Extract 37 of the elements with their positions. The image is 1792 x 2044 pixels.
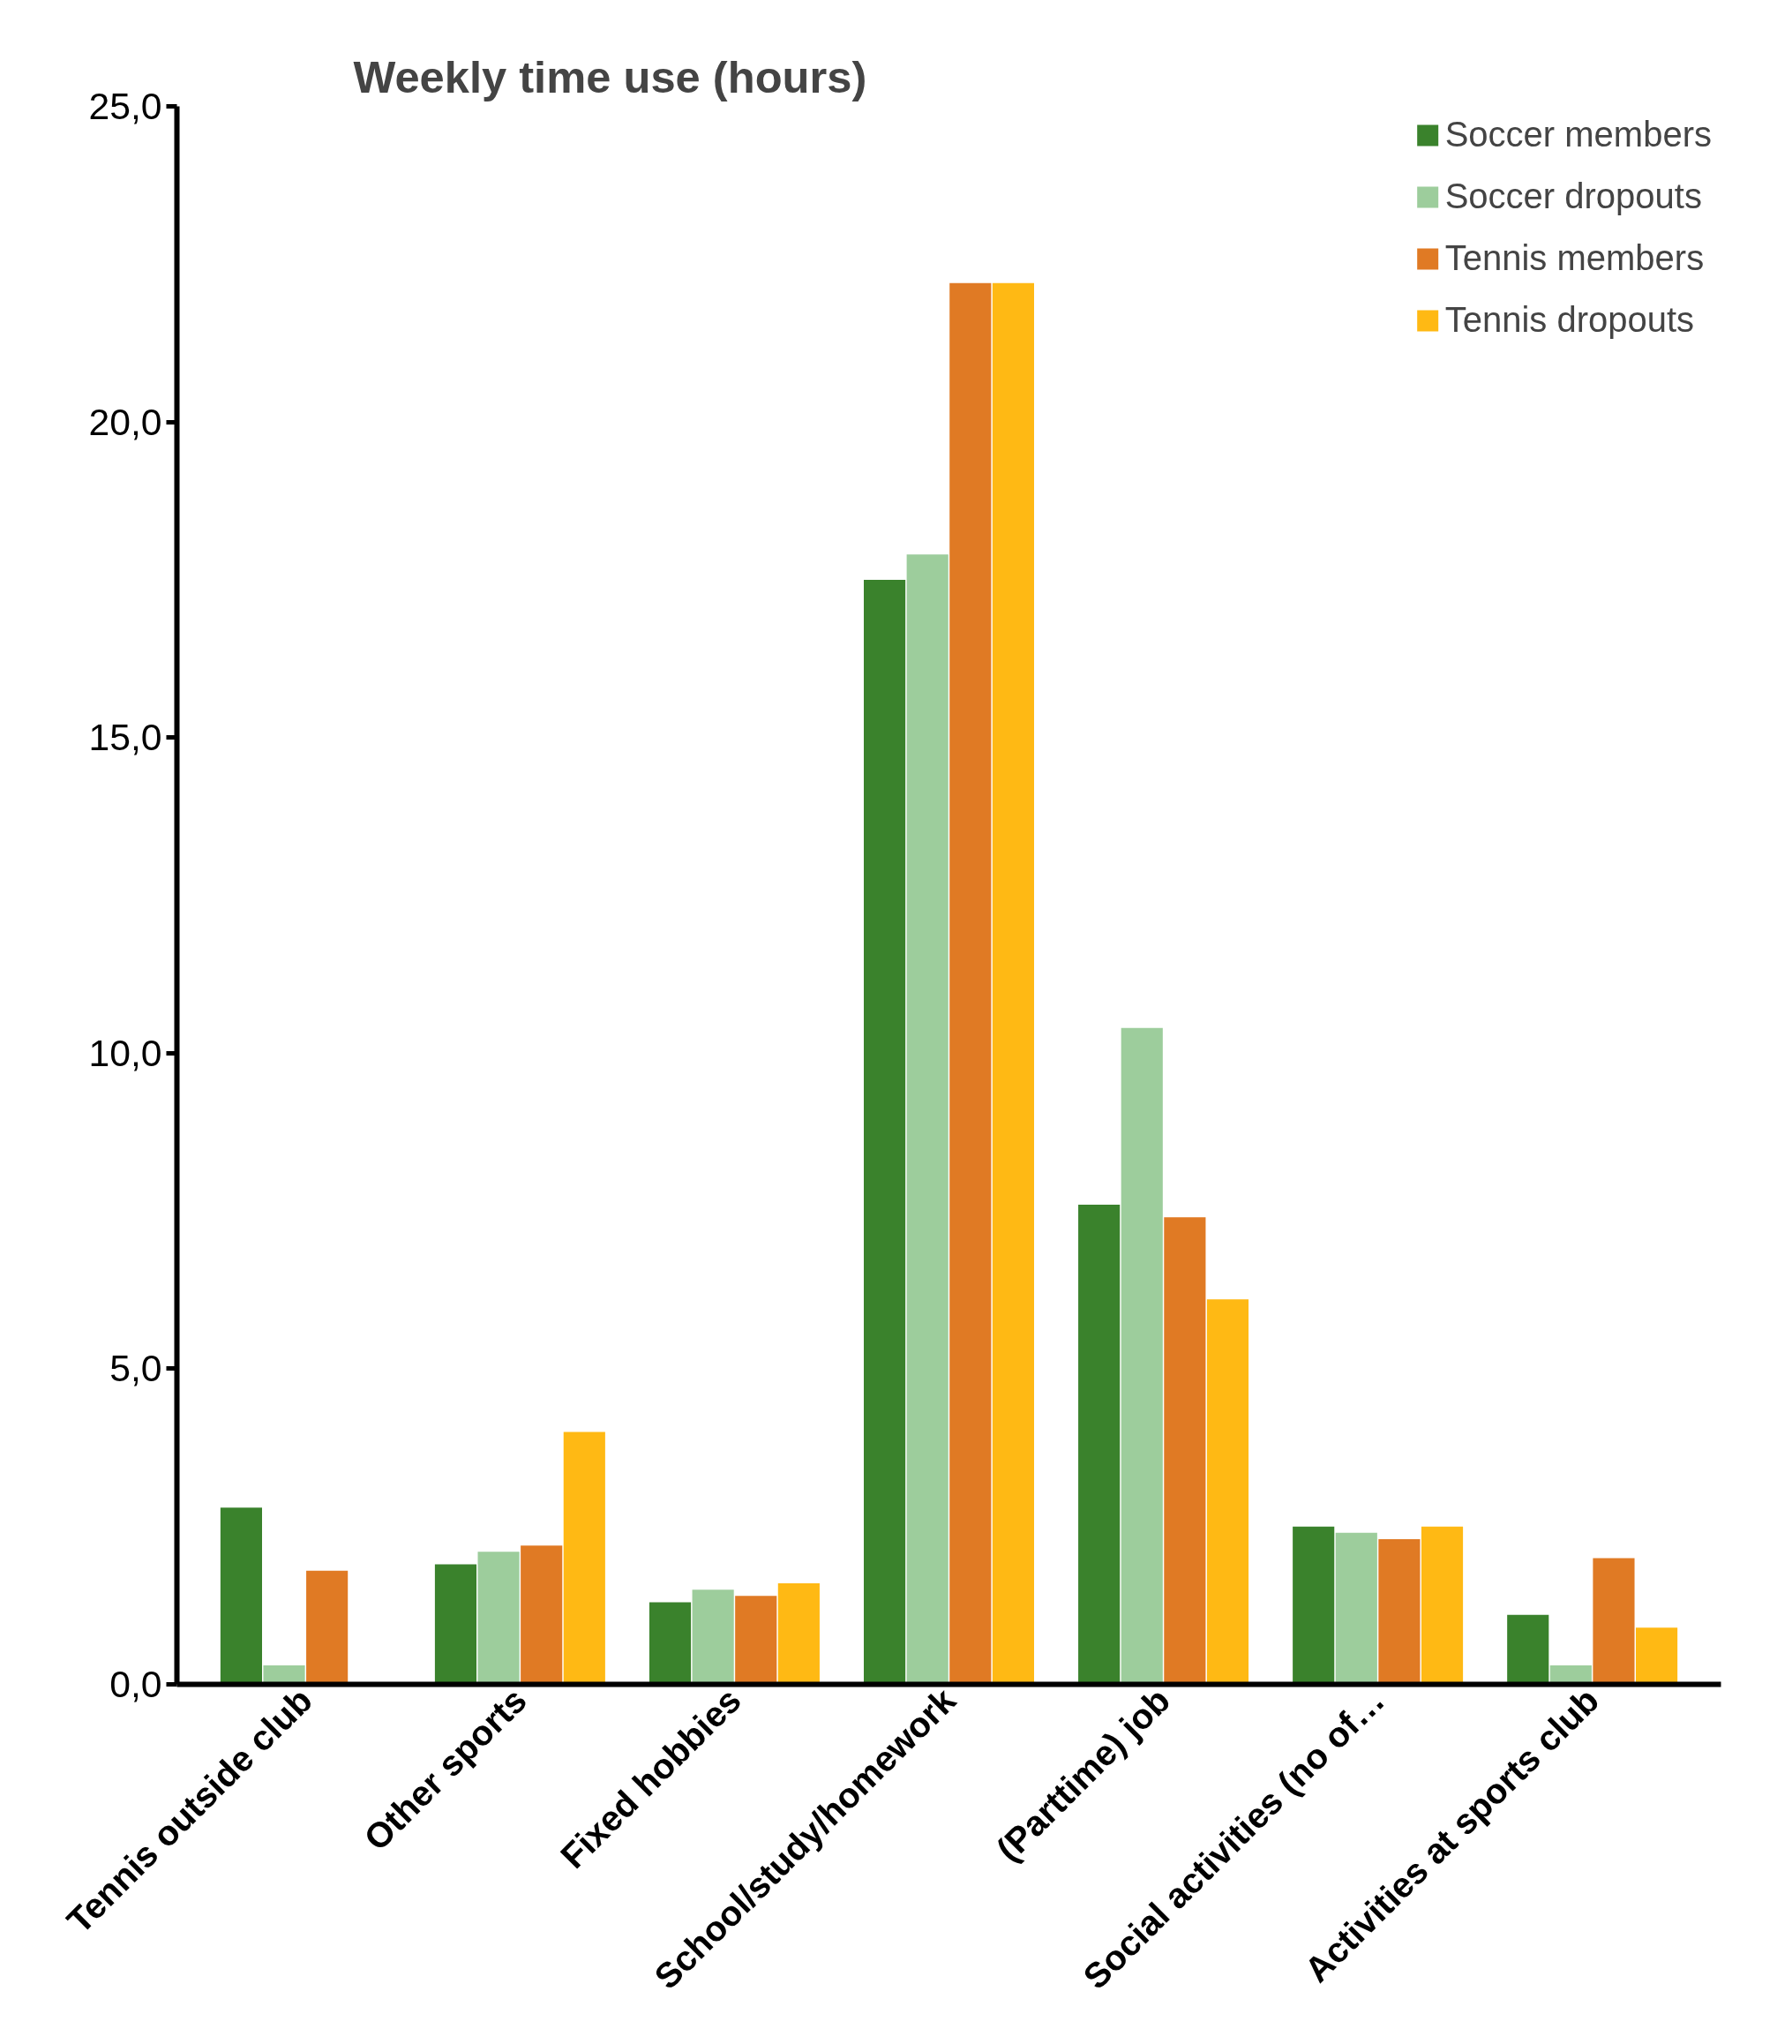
bar bbox=[949, 282, 992, 1685]
bar bbox=[263, 1665, 305, 1685]
y-tick-label: 5,0 bbox=[109, 1347, 162, 1390]
bar bbox=[1593, 1558, 1635, 1685]
bar bbox=[1421, 1526, 1464, 1685]
y-tick-label: 10,0 bbox=[88, 1031, 162, 1074]
legend-label: Tennis dropouts bbox=[1444, 300, 1695, 340]
legend-label: Tennis members bbox=[1444, 238, 1705, 278]
legend-label: Soccer members bbox=[1444, 115, 1712, 154]
bar bbox=[1507, 1614, 1549, 1685]
bar bbox=[1335, 1532, 1377, 1685]
bar bbox=[1164, 1217, 1206, 1685]
y-tick-label: 25,0 bbox=[88, 85, 162, 127]
bar bbox=[864, 579, 906, 1685]
y-tick-label: 20,0 bbox=[88, 400, 162, 443]
bar bbox=[992, 282, 1034, 1685]
bar bbox=[1121, 1027, 1163, 1685]
y-tick-label: 15,0 bbox=[88, 716, 162, 759]
bar bbox=[649, 1602, 692, 1685]
bar bbox=[563, 1432, 605, 1685]
chart-title: Weekly time use (hours) bbox=[353, 51, 867, 102]
bar bbox=[1078, 1204, 1121, 1685]
legend-label: Soccer dropouts bbox=[1444, 177, 1702, 216]
bar bbox=[477, 1552, 520, 1685]
bar bbox=[777, 1583, 820, 1685]
bar bbox=[521, 1545, 563, 1685]
bar bbox=[306, 1570, 349, 1685]
y-tick-label: 0,0 bbox=[109, 1663, 162, 1705]
bar bbox=[220, 1507, 262, 1685]
bar bbox=[692, 1589, 734, 1685]
bar bbox=[1378, 1539, 1421, 1685]
bar bbox=[434, 1564, 477, 1685]
bar bbox=[735, 1596, 777, 1685]
bar bbox=[906, 554, 948, 1685]
bar bbox=[1293, 1526, 1335, 1685]
bar bbox=[1206, 1299, 1249, 1685]
bar bbox=[1636, 1627, 1678, 1685]
